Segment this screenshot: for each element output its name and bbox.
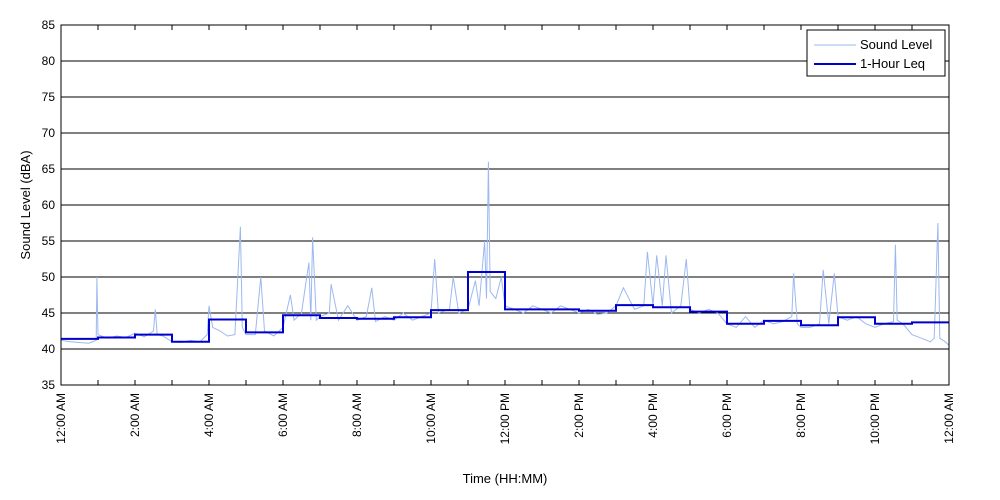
- x-axis-label: Time (HH:MM): [463, 471, 548, 486]
- series-leq-line: [61, 271, 949, 343]
- y-tick-label: 40: [42, 342, 56, 356]
- x-tick-label: 4:00 PM: [646, 393, 660, 438]
- series-sound-level-line: [60, 161, 950, 346]
- legend-leq-label: 1-Hour Leq: [860, 56, 925, 71]
- x-tick-label: 2:00 AM: [128, 393, 142, 437]
- x-tick-label: 8:00 AM: [350, 393, 364, 437]
- y-tick-label: 35: [42, 378, 56, 392]
- y-tick-label: 80: [42, 54, 56, 68]
- y-tick-label: 55: [42, 234, 56, 248]
- y-axis-label: Sound Level (dBA): [18, 150, 33, 259]
- x-tick-label: 12:00 PM: [498, 393, 512, 444]
- y-tick-label: 75: [42, 90, 56, 104]
- series-layer: [60, 161, 950, 346]
- x-tick-label: 6:00 AM: [276, 393, 290, 437]
- tick-labels: 35 40 45 50 55 60 65 70 75 80 85 12:00 AM 2:00 AM 4:0…: [42, 18, 956, 444]
- x-tick-label: 6:00 PM: [720, 393, 734, 438]
- y-tick-label: 85: [42, 18, 56, 32]
- y-tick-label: 65: [42, 162, 56, 176]
- legend-box: [806, 29, 946, 77]
- x-tick-label: 10:00 PM: [868, 393, 882, 444]
- y-tick-label: 70: [42, 126, 56, 140]
- x-tick-label: 8:00 PM: [794, 393, 808, 438]
- legend: Sound Level 1-Hour Leq: [806, 29, 946, 77]
- x-tick-label: 2:00 PM: [572, 393, 586, 438]
- y-tick-label: 60: [42, 198, 56, 212]
- y-tick-label: 45: [42, 306, 56, 320]
- x-tick-label: 12:00 AM: [942, 393, 956, 444]
- x-tick-label: 4:00 AM: [202, 393, 216, 437]
- legend-sound-level-label: Sound Level: [860, 37, 932, 52]
- x-tick-label: 12:00 AM: [54, 393, 68, 444]
- y-tick-label: 50: [42, 270, 56, 284]
- x-tick-label: 10:00 AM: [424, 393, 438, 444]
